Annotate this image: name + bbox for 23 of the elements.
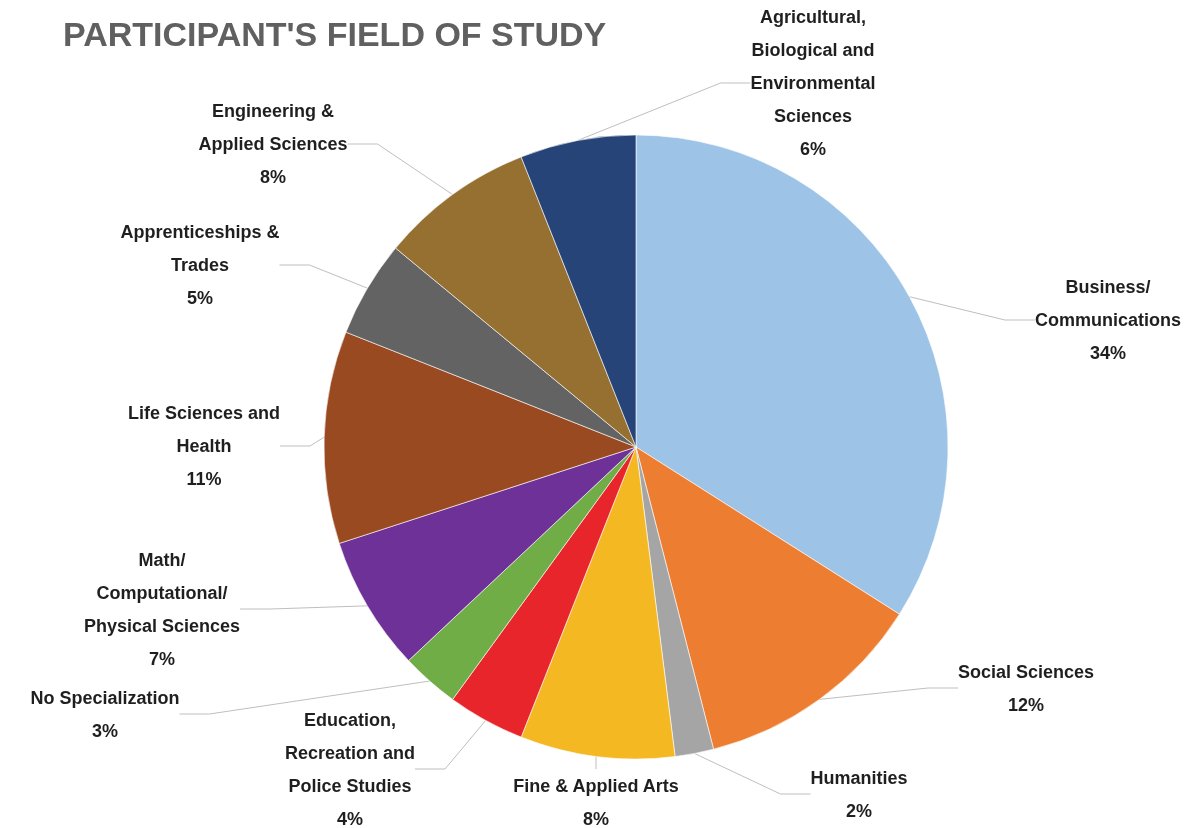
slice-label: No Specialization: [30, 687, 180, 708]
data-label: 34%: [1089, 343, 1127, 363]
data-label: 6%: [799, 139, 827, 159]
slice-label: Agricultural, Biological and Environmental Sciences: [750, 7, 876, 126]
slice-label: Humanities: [810, 767, 908, 788]
data-label: 8%: [582, 808, 610, 828]
slice-label: Math/ Computational/ Physical Sciences: [83, 549, 241, 636]
slice-label: Engineering & Applied Sciences: [198, 101, 348, 154]
data-label: 7%: [148, 648, 176, 669]
data-label: 4%: [336, 808, 364, 828]
slice-label: Social Sciences: [957, 661, 1095, 682]
data-label: 5%: [186, 288, 214, 308]
slice-label: Life Sciences and Health: [127, 403, 281, 456]
data-label: 11%: [186, 469, 222, 489]
data-label: 3%: [91, 720, 119, 741]
slice-label: Apprenticeships & Trades: [120, 222, 280, 275]
slice-label: Fine & Applied Arts: [513, 775, 679, 796]
chart-title: PARTICIPANT'S FIELD OF STUDY: [63, 15, 607, 53]
data-label: 12%: [1007, 694, 1045, 715]
data-label: 2%: [845, 800, 873, 821]
slice-label: Education, Recreation and Police Studies: [284, 709, 416, 796]
data-label: 8%: [259, 167, 287, 187]
slice-label: Business/ Communications: [1034, 277, 1182, 330]
